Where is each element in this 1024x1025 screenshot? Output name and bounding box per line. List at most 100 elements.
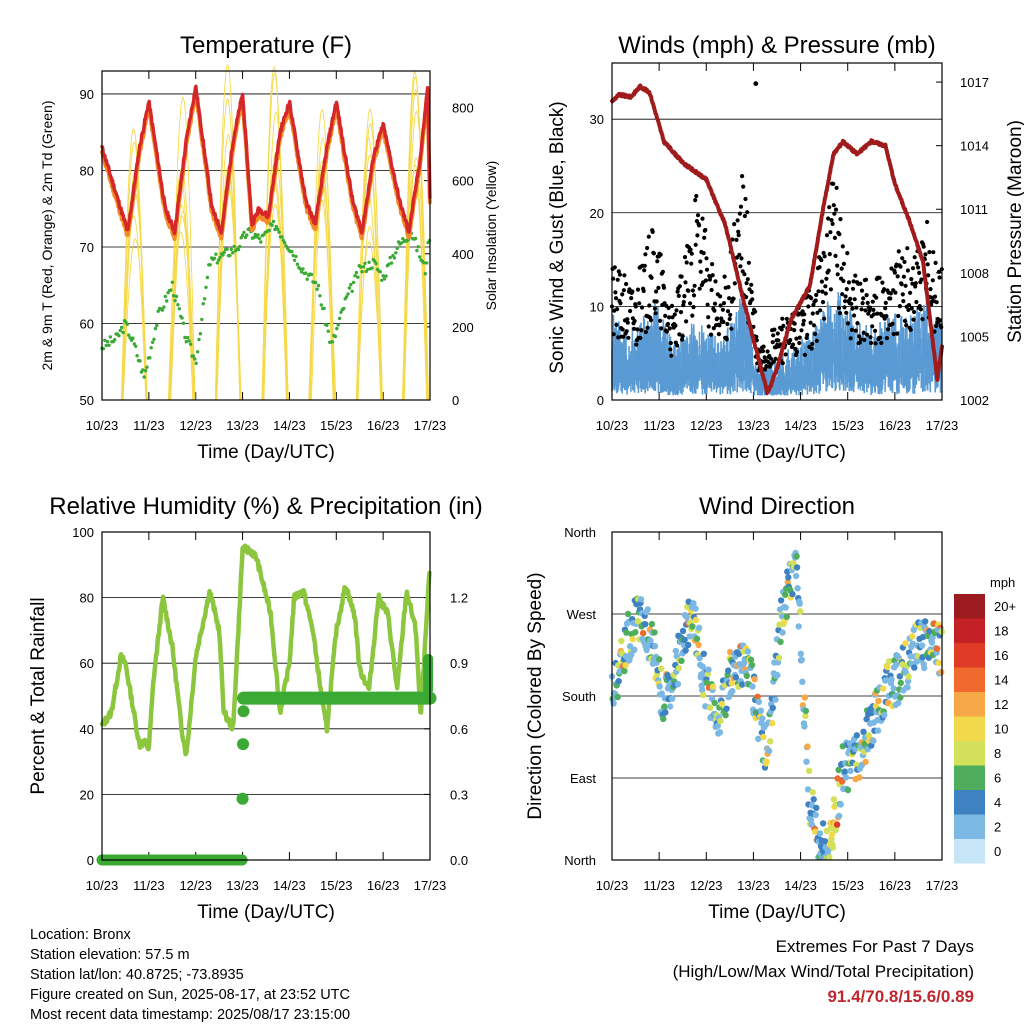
gust-point: [710, 273, 715, 278]
y-tick-label: 90: [80, 87, 94, 102]
direction-point: [897, 694, 904, 701]
direction-point: [725, 667, 732, 674]
dewpoint-point: [326, 329, 330, 333]
gust-point: [741, 184, 746, 189]
legend-swatch: [954, 716, 985, 741]
gust-point: [833, 253, 838, 258]
direction-point: [722, 712, 729, 719]
direction-point: [875, 697, 882, 704]
legend-label: 12: [994, 697, 1008, 712]
dewpoint-point: [217, 258, 221, 262]
precip-point: [237, 738, 250, 751]
gust-point: [661, 285, 667, 290]
gust-point: [850, 306, 855, 311]
gust-point: [612, 265, 617, 270]
panel-3-frame: [611, 531, 943, 861]
gust-point: [738, 264, 743, 269]
gust-point: [645, 325, 650, 330]
gust-point: [720, 307, 726, 312]
direction-point: [928, 639, 936, 646]
panel-2-ylabel: Percent & Total Rainfall: [28, 597, 49, 794]
gust-point: [818, 308, 823, 313]
gust-point: [879, 340, 884, 346]
x-tick-label: 16/23: [879, 418, 912, 433]
dewpoint-point: [121, 330, 125, 335]
direction-point: [896, 673, 903, 680]
gust-point: [715, 316, 720, 321]
gust-point: [686, 288, 691, 293]
x-tick-label: 13/23: [737, 418, 770, 433]
direction-point: [938, 668, 945, 676]
dewpoint-point: [388, 255, 392, 260]
dewpoint-point: [143, 369, 148, 373]
direction-point: [862, 758, 869, 766]
gust-point: [703, 227, 708, 233]
gust-point: [734, 237, 739, 242]
dewpoint-point: [245, 233, 249, 237]
gust-point: [865, 300, 870, 305]
direction-point: [690, 600, 697, 607]
gust-point: [658, 252, 663, 257]
dewpoint-point: [384, 274, 388, 278]
gust-point: [811, 323, 817, 328]
gust-point: [838, 217, 843, 222]
gust-point: [835, 263, 840, 268]
gust-point: [692, 283, 697, 288]
direction-point: [678, 657, 685, 664]
gust-point: [913, 284, 918, 289]
solar-insolation-line: [122, 238, 148, 401]
gust-point: [928, 287, 933, 292]
station-latlon: Station lat/lon: 40.8725; -73.8935: [30, 967, 244, 983]
direction-point: [803, 758, 810, 765]
gust-point: [749, 289, 754, 295]
gust-point: [706, 315, 711, 320]
gust-point: [858, 281, 863, 286]
dewpoint-point: [117, 334, 121, 338]
y2-tick-label: 1011: [960, 202, 988, 217]
direction-point: [692, 605, 699, 612]
legend-label: 16: [994, 648, 1008, 663]
direction-point: [856, 774, 863, 781]
dewpoint-point: [160, 308, 165, 312]
gust-point: [934, 300, 939, 305]
gust-point: [697, 286, 702, 291]
legend-swatch: [954, 643, 985, 668]
gust-point: [816, 289, 821, 294]
direction-point: [835, 766, 842, 774]
x-tick-label: 10/23: [596, 418, 629, 433]
x-tick-label: 16/23: [879, 878, 912, 893]
direction-point: [830, 796, 838, 803]
dewpoint-point: [291, 253, 295, 258]
direction-point: [868, 709, 875, 716]
dewpoint-point: [276, 227, 280, 231]
gust-point: [670, 315, 675, 320]
direction-point: [801, 694, 809, 701]
dewpoint-point: [319, 303, 323, 307]
gust-point: [820, 300, 826, 305]
solar-insolation-line: [170, 96, 196, 401]
dewpoint-point: [333, 334, 337, 339]
dewpoint-point: [347, 286, 352, 290]
gust-point: [645, 245, 650, 251]
gust-point: [678, 310, 684, 315]
gust-point: [821, 250, 826, 256]
gust-point: [835, 272, 840, 277]
panel-2-frame: [101, 531, 431, 861]
gust-point: [869, 340, 874, 346]
solar-insolation-line: [308, 199, 335, 401]
gust-point: [742, 272, 747, 277]
y-tick-label: 60: [80, 316, 94, 331]
gust-point: [694, 193, 699, 199]
gust-point: [695, 233, 700, 238]
panel-2-title: Relative Humidity (%) & Precipitation (i…: [49, 493, 482, 520]
dewpoint-point: [361, 265, 366, 269]
direction-point: [772, 696, 779, 703]
dewpoint-point: [194, 361, 198, 365]
extremes-subtitle: (High/Low/Max Wind/Total Precipitation): [672, 962, 974, 981]
y2-tick-label: 400: [452, 247, 474, 262]
gust-point: [765, 349, 770, 354]
gust-point: [901, 299, 906, 304]
gust-point: [912, 309, 917, 315]
dewpoint-point: [416, 245, 420, 249]
dewpoint-point: [350, 289, 354, 293]
